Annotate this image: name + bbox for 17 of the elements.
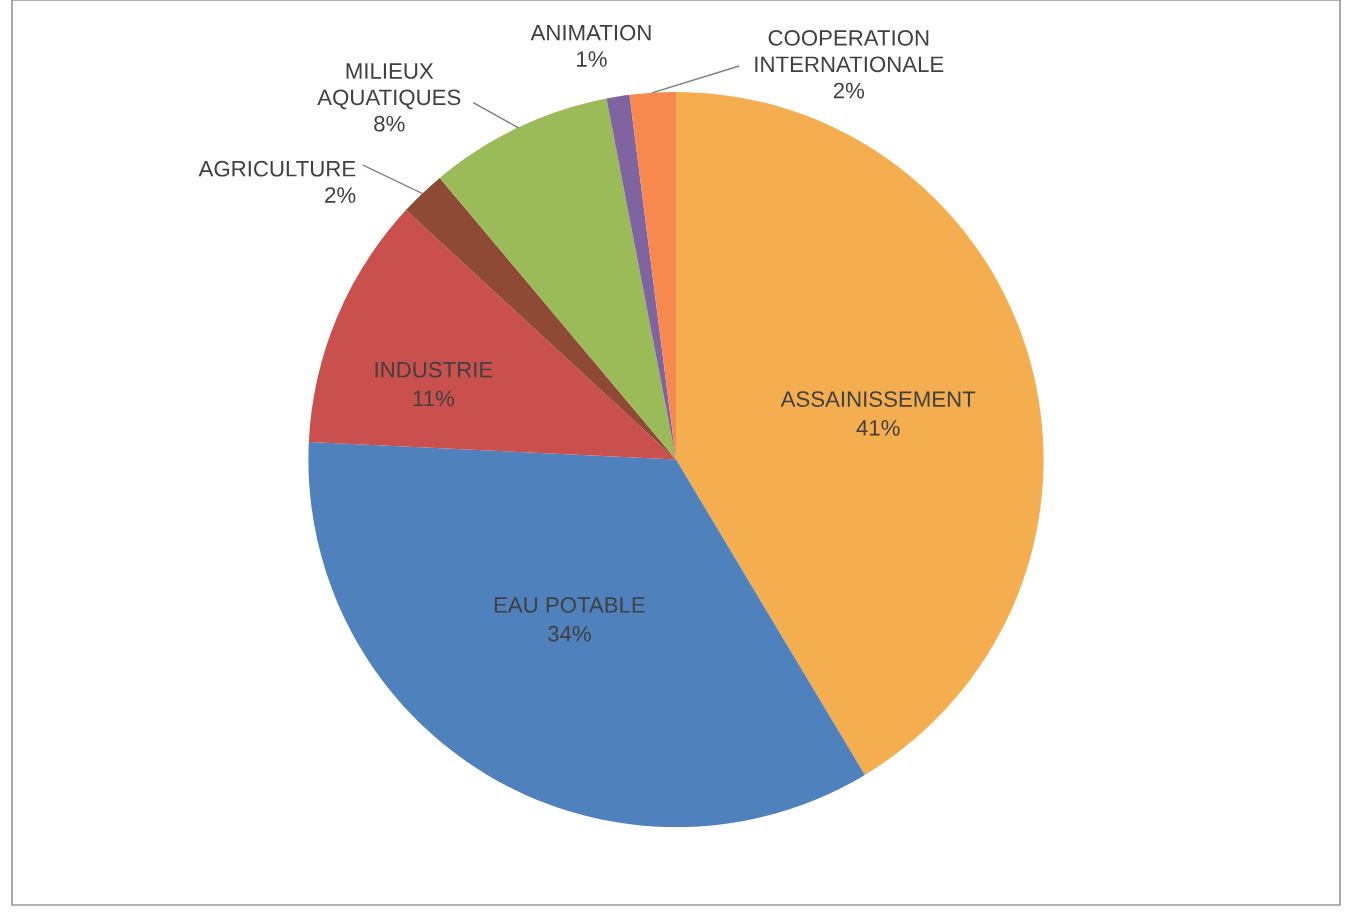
slice-label: ASSAINISSEMENT <box>780 391 976 407</box>
data-label: 2% <box>833 82 865 99</box>
data-label: 11% <box>413 390 455 407</box>
data-label: 34% <box>548 625 591 642</box>
data-label: 8% <box>374 115 405 132</box>
data-label: 41% <box>856 420 900 436</box>
data-label: 1% <box>577 51 607 67</box>
slice-label: EAU POTABLE <box>494 597 645 613</box>
slice-label: MILIEUX AQUATIQUES <box>317 63 461 110</box>
data-label: 2% <box>325 187 356 203</box>
slice-label: INDUSTRIE <box>375 361 493 378</box>
pie-slice <box>308 442 865 828</box>
slice-label: ANIMATION <box>530 24 651 41</box>
pie-slice <box>308 210 676 460</box>
slice-label: COOPERATION INTERNATIONALE <box>755 30 944 73</box>
pie-slice <box>606 94 676 460</box>
slice-label: AGRICULTURE <box>198 160 356 177</box>
